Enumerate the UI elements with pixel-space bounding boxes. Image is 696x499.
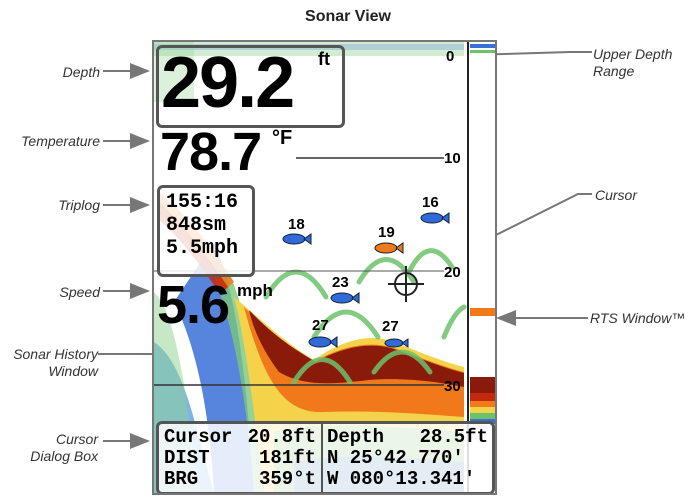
callout-triplog-label: Triplog (58, 197, 100, 213)
cursor-dialog-latitude: N 25°42.770' (327, 447, 464, 469)
callout-rts-window: RTS Window™ (590, 310, 694, 327)
triplog-box: 155:16 848sm 5.5mph (157, 185, 255, 277)
cursor-dialog-brg-label: BRG (164, 468, 199, 490)
cursor-dialog-brg-value: 359°t (258, 468, 316, 490)
cursor-crosshair (388, 266, 424, 302)
callout-speed-label: Speed (59, 284, 100, 300)
triplog-time: 155:16 (166, 191, 239, 214)
depth-scale-20: 20 (444, 264, 461, 281)
callout-cursor: Cursor (595, 187, 675, 204)
cursor-dialog-longitude: W 080°13.341' (327, 468, 476, 490)
callout-triplog: Triplog (20, 197, 100, 214)
cursor-dialog-dist-label: DIST (164, 447, 210, 469)
temperature-unit: °F (272, 127, 293, 149)
callout-cursor-dialog: Cursor Dialog Box (10, 431, 98, 465)
cursor-dialog-cursor-value: 20.8ft (247, 426, 316, 448)
callout-temperature: Temperature (4, 133, 100, 150)
fish-label: 23 (332, 274, 349, 291)
fish-label: 16 (422, 194, 439, 211)
fish-icon (282, 233, 312, 245)
depth-readout-box (156, 45, 345, 128)
callout-depth-label: Depth (62, 64, 100, 80)
callout-upper-depth-range: Upper Depth Range (593, 46, 693, 80)
callout-rts-window-label: RTS Window™ (590, 310, 686, 326)
sonar-screen: 29.2 ft 78.7 °F 155:16 848sm 5.5mph 5.6 … (152, 40, 497, 495)
cursor-dialog-dist-value: 181ft (258, 447, 316, 469)
fish-icon (384, 338, 409, 348)
cursor-dialog-depth-label: Depth (327, 426, 385, 448)
cursor-dialog-cursor-label: Cursor (164, 426, 233, 448)
cursor-dialog-depth-value: 28.5ft (419, 426, 488, 448)
depth-scale-10: 10 (444, 150, 461, 167)
callout-sonar-history-line2: Window (48, 363, 98, 379)
fish-icon (374, 242, 404, 254)
callout-cursor-dialog-line2: Dialog Box (30, 448, 98, 464)
callout-temperature-label: Temperature (21, 133, 100, 149)
callout-sonar-history-line1: Sonar History (13, 346, 98, 362)
fish-icon (330, 292, 360, 304)
triplog-distance: 848sm (166, 214, 227, 237)
callout-speed: Speed (20, 284, 100, 301)
callout-upper-depth-line1: Upper Depth (593, 46, 673, 62)
fish-label: 27 (312, 317, 329, 334)
fish-label: 18 (288, 216, 305, 233)
fish-label: 19 (378, 224, 395, 241)
depth-unit: ft (318, 49, 330, 69)
fish-icons (282, 212, 450, 348)
callout-depth: Depth (20, 64, 100, 81)
speed-unit: mph (237, 281, 273, 300)
temperature-value: 78.7 (160, 122, 262, 182)
depth-scale-0: 0 (446, 48, 455, 65)
cursor-dialog-divider (321, 424, 323, 492)
depth-scale-30: 30 (444, 378, 461, 395)
callout-cursor-label: Cursor (595, 187, 638, 203)
fish-label: 27 (382, 318, 399, 335)
callout-sonar-history: Sonar History Window (2, 346, 98, 380)
callout-upper-depth-line2: Range (593, 63, 635, 79)
speed-value: 5.6 (157, 275, 230, 335)
cursor-dialog-box: Cursor 20.8ft DIST 181ft BRG 359°t Depth… (156, 421, 495, 493)
depth-value: 29.2 (161, 43, 295, 123)
fish-icon (420, 212, 450, 224)
page-title: Sonar View (305, 8, 391, 25)
fish-icon (308, 336, 338, 348)
triplog-speed: 5.5mph (166, 237, 239, 260)
callout-cursor-dialog-line1: Cursor (55, 431, 98, 447)
